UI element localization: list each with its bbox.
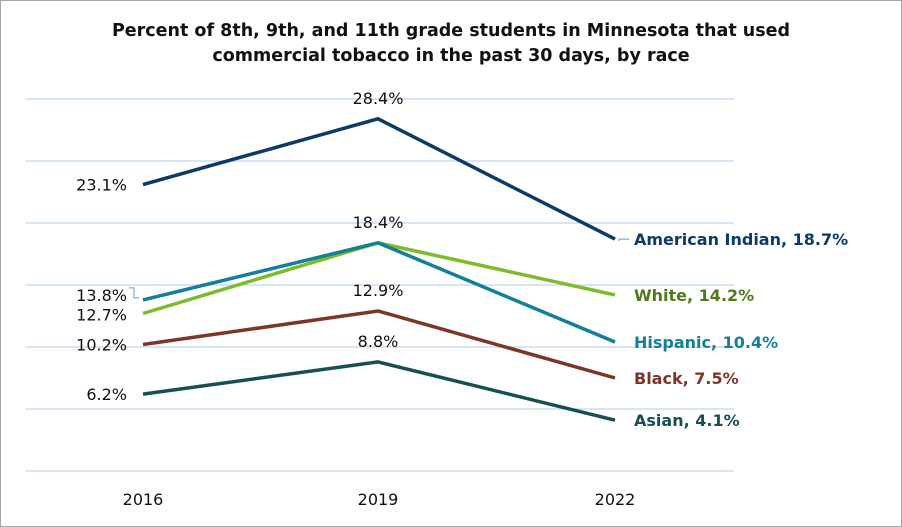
data-label-white-2016: 12.7% <box>76 306 127 325</box>
data-label-american-indian-2019: 28.4% <box>353 89 404 108</box>
x-tick-label: 2016 <box>123 490 164 509</box>
data-label-white-2019: 18.4% <box>353 213 404 232</box>
series-line-american-indian <box>142 116 616 241</box>
data-label-black-2019: 12.9% <box>353 281 404 300</box>
x-axis-ticks: 2016 2019 2022 <box>123 490 636 509</box>
chart-title-line-1: Percent of 8th, 9th, and 11th grade stud… <box>111 21 791 41</box>
end-label-american-indian: American Indian, 18.7% <box>634 230 848 249</box>
leader-line <box>129 287 139 299</box>
series-line-asian <box>142 360 616 422</box>
series-lines <box>142 116 616 422</box>
series-line-white <box>142 240 616 316</box>
series-line-hispanic <box>142 240 616 344</box>
leader-line <box>618 238 629 242</box>
chart-title-line-2: commercial tobacco in the past 30 days, … <box>212 46 690 66</box>
data-label-black-2016: 10.2% <box>76 336 127 355</box>
end-label-black: Black, 7.5% <box>634 369 739 388</box>
x-tick-label: 2022 <box>595 490 636 509</box>
data-labels: 23.1% 28.4% American Indian, 18.7% 12.7% 18.… <box>76 89 848 430</box>
end-label-asian: Asian, 4.1% <box>634 411 740 430</box>
data-label-american-indian-2016: 23.1% <box>76 176 127 195</box>
x-tick-label: 2019 <box>358 490 399 509</box>
end-label-hispanic: Hispanic, 10.4% <box>634 333 778 352</box>
end-label-white: White, 14.2% <box>634 286 754 305</box>
data-label-asian-2016: 6.2% <box>86 385 127 404</box>
data-label-asian-2019: 8.8% <box>358 332 399 351</box>
chart-title: Percent of 8th, 9th, and 11th grade stud… <box>1 19 901 69</box>
series-line-black <box>142 309 616 380</box>
gridlines <box>25 98 734 472</box>
data-label-hispanic-2016: 13.8% <box>76 286 127 305</box>
